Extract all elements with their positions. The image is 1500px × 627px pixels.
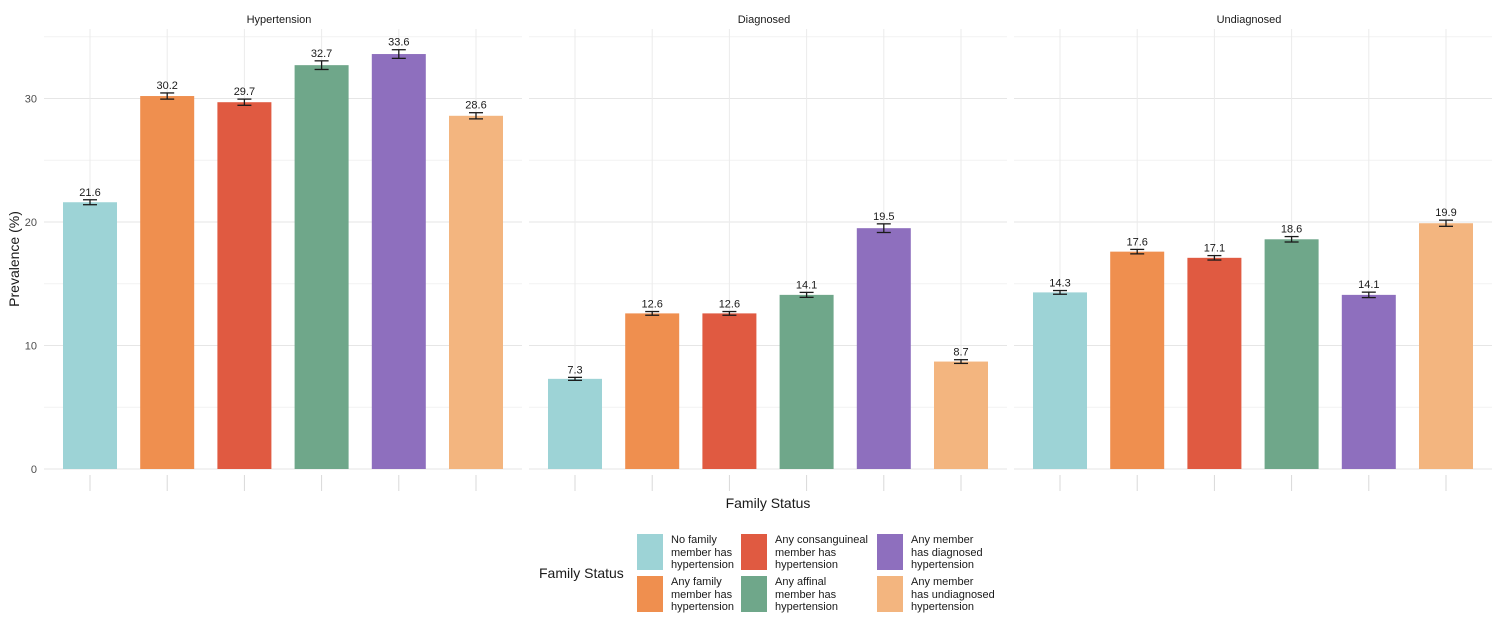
y-axis-label: Prevalence (%) — [6, 211, 22, 307]
legend-swatch-consanguineal — [741, 534, 767, 570]
panel-title-hypertension: Hypertension — [247, 14, 312, 26]
error-bar — [160, 92, 175, 100]
data-label: 17.6 — [1126, 236, 1147, 248]
bar-diagnosed-any-family — [625, 313, 680, 469]
legend-item-diagnosed: Any member has diagnosed hypertension — [877, 534, 983, 572]
error-bar — [1053, 289, 1067, 295]
legend-swatch-any-family — [637, 576, 663, 612]
data-label: 7.3 — [567, 364, 582, 376]
y-tick-label: 20 — [25, 217, 37, 229]
legend-label-consanguineal: Any consanguineal member has hypertensio… — [775, 534, 868, 571]
bar-undiagnosed-affinal — [1264, 239, 1319, 469]
y-tick-label: 30 — [25, 94, 37, 106]
data-label: 28.6 — [465, 100, 486, 112]
legend-swatch-undiagnosed — [877, 576, 903, 612]
legend-swatch-diagnosed — [877, 534, 903, 570]
data-label: 29.7 — [234, 86, 255, 98]
legend-item-undiagnosed: Any member has undiagnosed hypertension — [877, 576, 995, 614]
error-bar — [568, 376, 582, 381]
x-axis-label: Family Status — [726, 495, 811, 511]
bar-diagnosed-no-family — [548, 378, 602, 469]
bar-undiagnosed-consanguineal — [1187, 257, 1242, 469]
data-label: 21.6 — [79, 187, 100, 199]
legend-swatch-affinal — [741, 576, 767, 612]
legend-item-any-family: Any family member has hypertension — [637, 576, 734, 614]
data-label: 12.6 — [641, 299, 662, 311]
y-tick-label: 10 — [25, 341, 37, 353]
bar-hypertension-affinal — [294, 65, 349, 469]
bar-hypertension-diagnosed — [371, 54, 426, 469]
error-bar — [469, 112, 483, 120]
legend-label-diagnosed: Any member has diagnosed hypertension — [911, 534, 983, 571]
data-label: 12.6 — [719, 299, 740, 311]
bar-hypertension-any-family — [140, 96, 195, 469]
data-label: 17.1 — [1204, 243, 1225, 255]
y-tick-label: 0 — [31, 464, 37, 476]
bar-diagnosed-consanguineal — [702, 313, 757, 469]
panel-title-undiagnosed: Undiagnosed — [1217, 14, 1282, 26]
bar-undiagnosed-any-family — [1110, 251, 1165, 469]
error-bar — [1361, 291, 1376, 299]
data-label: 8.7 — [953, 347, 968, 359]
data-label: 19.5 — [873, 211, 894, 223]
error-bar — [876, 223, 891, 234]
error-bar — [1130, 248, 1145, 255]
legend-label-any-family: Any family member has hypertension — [671, 576, 734, 613]
panel-diagnosed: Diagnosed 7.3 12.6 12.6 14.1 19.5 8.7 — [529, 14, 1007, 491]
bar-hypertension-consanguineal — [217, 102, 272, 469]
data-label: 30.2 — [156, 80, 177, 92]
bar-diagnosed-affinal — [779, 294, 834, 469]
data-label: 14.1 — [796, 279, 817, 291]
legend-swatch-no-family — [637, 534, 663, 570]
data-label: 19.9 — [1435, 207, 1456, 219]
legend-label-undiagnosed: Any member has undiagnosed hypertension — [911, 576, 995, 613]
legend-item-consanguineal: Any consanguineal member has hypertensio… — [741, 534, 868, 572]
legend-title: Family Status — [539, 565, 624, 581]
error-bar — [954, 359, 968, 365]
legend-item-no-family: No family member has hypertension — [637, 534, 734, 572]
panel-title-diagnosed: Diagnosed — [738, 14, 791, 26]
error-bar — [722, 310, 737, 316]
bar-diagnosed-undiagnosed — [934, 361, 988, 469]
error-bar — [83, 199, 97, 206]
error-bar — [391, 49, 406, 60]
error-bar — [645, 310, 660, 316]
legend-label-affinal: Any affinal member has hypertension — [775, 576, 838, 613]
bar-hypertension-no-family — [63, 202, 117, 470]
data-label: 14.1 — [1358, 279, 1379, 291]
data-label: 18.6 — [1281, 224, 1302, 236]
error-bar — [1284, 235, 1299, 243]
data-label: 33.6 — [388, 37, 409, 49]
panel-undiagnosed: Undiagnosed 14.3 17.6 17.1 18.6 14.1 19.9 — [1014, 14, 1492, 491]
error-bar — [1207, 254, 1222, 261]
error-bar — [237, 98, 252, 106]
bar-undiagnosed-diagnosed — [1341, 294, 1396, 469]
bar-undiagnosed-no-family — [1033, 292, 1087, 469]
legend: Family Status No family member has hyper… — [539, 532, 1019, 620]
error-bar — [314, 60, 329, 71]
legend-label-no-family: No family member has hypertension — [671, 534, 734, 571]
legend-item-affinal: Any affinal member has hypertension — [741, 576, 838, 614]
bar-diagnosed-diagnosed — [856, 228, 911, 469]
bar-undiagnosed-undiagnosed — [1419, 223, 1473, 469]
data-label: 32.7 — [311, 48, 332, 60]
error-bar — [1439, 219, 1453, 227]
bar-hypertension-undiagnosed — [449, 115, 503, 469]
panel-hypertension: Hypertension 21.6 30.2 29.7 32.7 33.6 28.6 — [44, 14, 522, 491]
data-label: 14.3 — [1049, 278, 1070, 290]
error-bar — [799, 291, 814, 298]
